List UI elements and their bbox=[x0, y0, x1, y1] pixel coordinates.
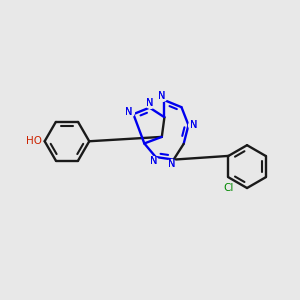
Text: HO: HO bbox=[26, 136, 42, 146]
Text: N: N bbox=[125, 107, 133, 117]
Text: N: N bbox=[168, 159, 175, 169]
Text: N: N bbox=[125, 107, 133, 117]
Text: Cl: Cl bbox=[223, 183, 234, 193]
Text: N: N bbox=[190, 120, 197, 130]
Text: N: N bbox=[150, 156, 157, 166]
Text: N: N bbox=[146, 98, 154, 108]
Text: N: N bbox=[158, 91, 165, 101]
Text: N: N bbox=[150, 156, 157, 166]
Text: N: N bbox=[146, 98, 154, 108]
Text: N: N bbox=[158, 91, 165, 101]
Text: N: N bbox=[168, 159, 175, 169]
Text: N: N bbox=[190, 120, 197, 130]
